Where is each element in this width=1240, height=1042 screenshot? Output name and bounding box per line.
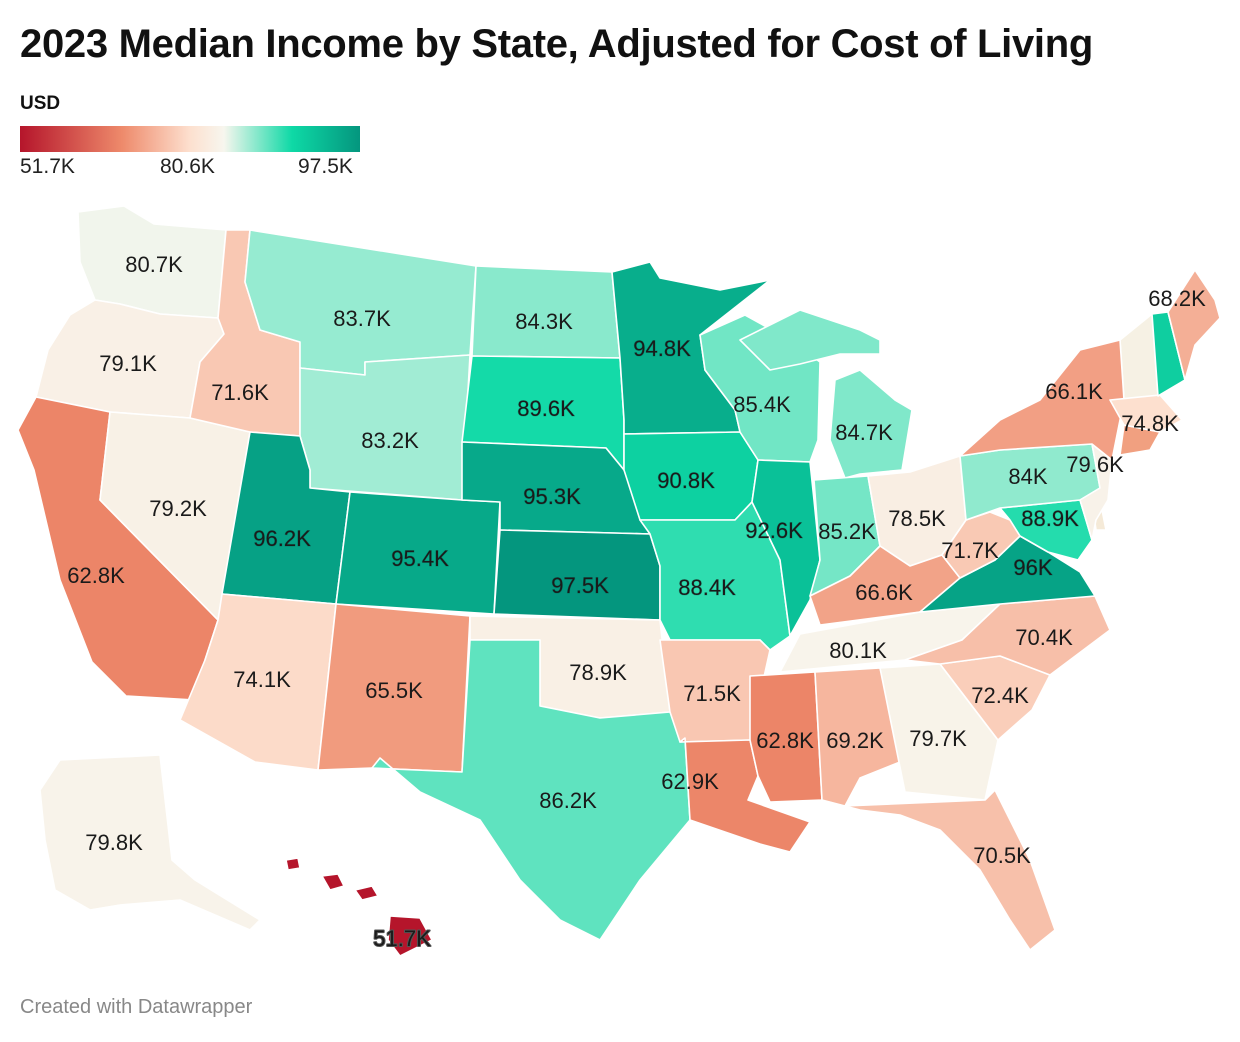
- state-label-ca: 62.8K: [67, 563, 125, 588]
- state-mi[interactable]: [739, 309, 913, 479]
- state-label-nd: 84.3K: [515, 309, 573, 334]
- chart-title: 2023 Median Income by State, Adjusted fo…: [20, 22, 1094, 66]
- state-label-sd: 89.6K: [517, 396, 575, 421]
- state-me[interactable]: [1167, 269, 1221, 381]
- state-label-ut: 96.2K: [253, 526, 311, 551]
- state-label-mo: 88.4K: [678, 575, 736, 600]
- legend-mid-label: 80.6K: [160, 155, 215, 178]
- state-label-wv: 71.7K: [941, 538, 999, 563]
- state-label-ky: 66.6K: [855, 580, 913, 605]
- legend-title: USD: [20, 93, 61, 114]
- state-fl[interactable]: [844, 789, 1056, 951]
- state-label-in: 85.2K: [818, 519, 876, 544]
- state-label-ak: 79.8K: [85, 830, 143, 855]
- state-label-co: 95.4K: [391, 546, 449, 571]
- state-ny[interactable]: [959, 339, 1125, 461]
- state-label-mi: 84.7K: [835, 420, 893, 445]
- state-label-wi: 85.4K: [733, 392, 791, 417]
- state-co[interactable]: [335, 491, 501, 615]
- legend-color-scale: [20, 126, 360, 152]
- state-label-tn: 80.1K: [829, 638, 887, 663]
- state-label-me: 68.2K: [1148, 286, 1206, 311]
- state-label-nm: 65.5K: [365, 678, 423, 703]
- state-label-il: 92.6K: [745, 518, 803, 543]
- state-nj[interactable]: [1079, 443, 1113, 541]
- state-ak[interactable]: [39, 754, 261, 931]
- state-il[interactable]: [751, 459, 821, 637]
- state-label-ne: 95.3K: [523, 484, 581, 509]
- state-label-wa: 80.7K: [125, 252, 183, 277]
- state-label-mn: 94.8K: [633, 336, 691, 361]
- footer-credit: Created with Datawrapper: [20, 996, 253, 1018]
- state-label-nj: 79.6K: [1066, 452, 1124, 477]
- state-label-fl: 70.5K: [973, 843, 1031, 868]
- state-label-ga: 79.7K: [909, 726, 967, 751]
- state-label-ms: 62.8K: [756, 728, 814, 753]
- state-label-va: 96K: [1013, 555, 1052, 580]
- state-label-ma: 74.8K: [1121, 411, 1179, 436]
- state-label-ar: 71.5K: [683, 681, 741, 706]
- legend-min-label: 51.7K: [20, 155, 75, 178]
- state-label-pa: 84K: [1008, 464, 1047, 489]
- state-hi[interactable]: [285, 857, 433, 957]
- state-label-wy: 83.2K: [361, 428, 419, 453]
- state-label-nc: 70.4K: [1015, 625, 1073, 650]
- state-label-sc: 72.4K: [971, 683, 1029, 708]
- state-label-tx: 86.2K: [539, 788, 597, 813]
- legend-max-label: 97.5K: [298, 155, 353, 178]
- state-label-al: 69.2K: [826, 728, 884, 753]
- state-label-hi: 51.7K: [373, 926, 431, 951]
- state-label-ok: 78.9K: [569, 660, 627, 685]
- state-ga[interactable]: [879, 663, 999, 801]
- state-label-la: 62.9K: [661, 769, 719, 794]
- state-label-md: 88.9K: [1021, 506, 1079, 531]
- state-label-ia: 90.8K: [657, 468, 715, 493]
- state-label-mt: 83.7K: [333, 306, 391, 331]
- state-label-or: 79.1K: [99, 351, 157, 376]
- state-label-az: 74.1K: [233, 667, 291, 692]
- state-label-oh: 78.5K: [888, 506, 946, 531]
- state-label-ny: 66.1K: [1045, 379, 1103, 404]
- state-label-id: 71.6K: [211, 380, 269, 405]
- state-label-nv: 79.2K: [149, 496, 207, 521]
- state-ma[interactable]: [1109, 394, 1183, 433]
- state-nc[interactable]: [904, 595, 1111, 676]
- state-label-ks: 97.5K: [551, 573, 609, 598]
